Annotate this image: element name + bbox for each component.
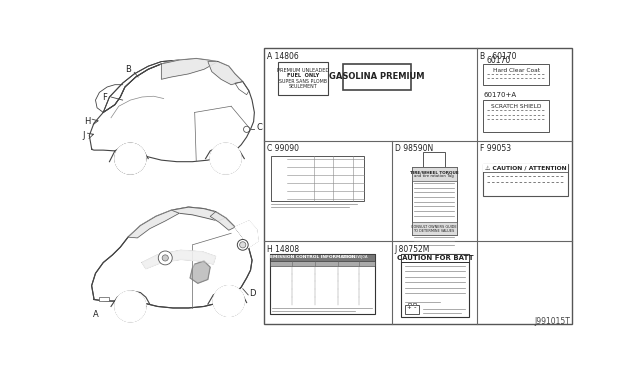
Bar: [314, 190, 333, 199]
Bar: [413, 303, 416, 305]
Circle shape: [244, 126, 250, 132]
Bar: [412, 222, 456, 235]
Bar: [314, 174, 333, 183]
Bar: [333, 167, 353, 174]
Polygon shape: [210, 212, 235, 230]
Bar: [483, 64, 549, 86]
Text: ⚠ CAUTION / ATTENTION: ⚠ CAUTION / ATTENTION: [484, 166, 566, 170]
Bar: [405, 305, 419, 314]
Bar: [412, 167, 456, 181]
Text: D 98590N: D 98590N: [395, 144, 433, 153]
Circle shape: [162, 255, 168, 261]
Text: F 99053: F 99053: [479, 144, 511, 153]
Bar: [401, 254, 469, 317]
Text: D: D: [249, 289, 255, 298]
Text: CONSULT OWNERS GUIDE: CONSULT OWNERS GUIDE: [412, 225, 457, 229]
Text: SCRATCH SHIELD: SCRATCH SHIELD: [492, 104, 541, 109]
Bar: [483, 164, 568, 196]
Bar: [270, 274, 374, 282]
Text: J 80752M: J 80752M: [395, 244, 430, 254]
Polygon shape: [172, 207, 226, 221]
Text: C 99090: C 99090: [267, 144, 299, 153]
Bar: [401, 254, 469, 262]
Text: TO DETERMINE VALUES: TO DETERMINE VALUES: [413, 229, 454, 232]
Text: A 14806: A 14806: [267, 52, 298, 61]
Bar: [423, 152, 445, 167]
Polygon shape: [128, 210, 179, 238]
Text: H: H: [84, 117, 91, 126]
Text: TIRE/WHEEL TORQUE: TIRE/WHEEL TORQUE: [410, 170, 458, 174]
Bar: [483, 100, 549, 132]
Polygon shape: [92, 207, 252, 308]
Text: J991015T: J991015T: [534, 317, 570, 326]
Polygon shape: [210, 143, 241, 174]
Bar: [270, 289, 374, 297]
Bar: [314, 183, 333, 190]
Polygon shape: [235, 221, 259, 249]
Text: 60170+A: 60170+A: [483, 92, 516, 98]
Circle shape: [239, 242, 246, 248]
Circle shape: [237, 240, 248, 250]
Circle shape: [158, 251, 172, 265]
Circle shape: [274, 173, 285, 184]
Text: J: J: [83, 131, 85, 140]
Bar: [333, 174, 353, 183]
Text: H 14808: H 14808: [267, 244, 299, 254]
Polygon shape: [161, 58, 218, 79]
Bar: [270, 282, 374, 289]
Text: B   60170: B 60170: [479, 52, 516, 61]
Bar: [278, 62, 328, 95]
Circle shape: [431, 156, 437, 163]
Text: SEULEMENT: SEULEMENT: [289, 84, 317, 89]
Bar: [408, 303, 411, 305]
Text: PREMIUM UNLEADED: PREMIUM UNLEADED: [276, 68, 329, 73]
Polygon shape: [208, 62, 243, 85]
Text: F: F: [102, 93, 108, 102]
Text: 14808-3WJ0A: 14808-3WJ0A: [342, 255, 369, 259]
Bar: [270, 297, 374, 305]
Text: FUEL  ONLY: FUEL ONLY: [287, 73, 319, 78]
Circle shape: [276, 176, 282, 182]
Text: and tire rotation Tag: and tire rotation Tag: [414, 174, 454, 178]
Bar: [343, 64, 411, 90]
Bar: [271, 156, 364, 201]
Text: C: C: [257, 123, 262, 132]
Bar: [314, 167, 333, 174]
Polygon shape: [115, 143, 146, 174]
Bar: [270, 254, 374, 314]
Bar: [314, 158, 333, 167]
Text: CAUTION FOR BATT: CAUTION FOR BATT: [397, 255, 474, 261]
Text: Hard Clear Coat: Hard Clear Coat: [493, 68, 540, 73]
Bar: [270, 261, 374, 266]
Bar: [99, 297, 109, 301]
Text: A: A: [93, 310, 99, 319]
Bar: [270, 254, 374, 261]
Text: -: -: [413, 305, 416, 311]
Polygon shape: [142, 250, 216, 269]
Text: +: +: [406, 305, 411, 310]
Polygon shape: [190, 261, 210, 283]
Bar: [270, 266, 374, 274]
Polygon shape: [213, 286, 244, 317]
Text: SUPER SANS PLOMB: SUPER SANS PLOMB: [279, 78, 327, 84]
Polygon shape: [103, 60, 179, 112]
Bar: [483, 164, 568, 172]
Text: B: B: [125, 65, 131, 74]
Text: 60170: 60170: [487, 56, 511, 65]
Text: EMISSION CONTROL INFORMATION: EMISSION CONTROL INFORMATION: [270, 255, 355, 259]
Bar: [412, 167, 456, 235]
Polygon shape: [115, 291, 146, 322]
Bar: [264, 48, 572, 324]
Text: GASOLINA PREMIUM: GASOLINA PREMIUM: [329, 73, 424, 81]
